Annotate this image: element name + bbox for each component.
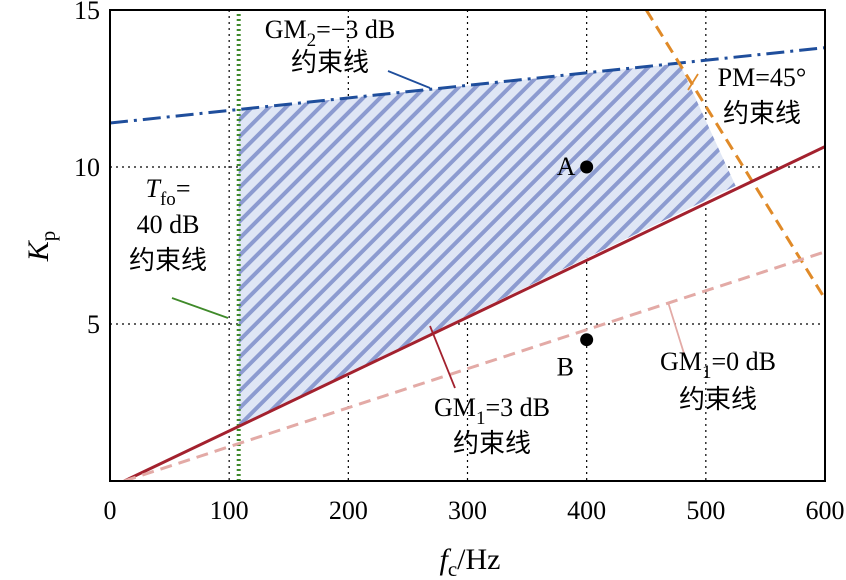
x-tick-label: 0 bbox=[104, 496, 117, 525]
leader-line bbox=[429, 325, 456, 389]
tfo-constraint-label: Tfo= 40 dB 约束线 bbox=[129, 174, 207, 275]
constraint-lines bbox=[110, 10, 825, 481]
y-tick-label: 15 bbox=[74, 0, 100, 25]
point-b bbox=[580, 333, 594, 347]
y-tick-label: 10 bbox=[74, 153, 100, 182]
gm1-0db-constraint-label: GM1=0 dB 约束线 bbox=[660, 347, 776, 414]
feasible-region-group bbox=[238, 63, 736, 427]
point-a-label: A bbox=[557, 152, 576, 181]
data-points: AB bbox=[557, 152, 594, 382]
x-axis-label-sub: c bbox=[448, 557, 457, 580]
y-axis-label: Kp bbox=[22, 231, 60, 263]
gm2-constraint-line bbox=[110, 46, 825, 125]
tick-labels: 0 100 200 300 400 500 600 5 10 15 bbox=[74, 0, 845, 525]
leader-lines bbox=[171, 70, 699, 389]
x-tick-label: 200 bbox=[329, 496, 368, 525]
gm1-3db-constraint-label: GM1=3 dB 约束线 bbox=[434, 393, 550, 458]
point-b-label: B bbox=[557, 353, 574, 382]
plot-frame bbox=[109, 9, 826, 482]
leader-line bbox=[387, 70, 431, 89]
y-axis-label-sub: p bbox=[36, 231, 60, 242]
x-axis-label-unit: /Hz bbox=[457, 543, 500, 576]
constraint-labels: GM2=−3 dB 约束线 PM=45°约束线 Tfo= 40 dB 约束线 GM1=3 d… bbox=[129, 15, 806, 458]
x-tick-label: 500 bbox=[686, 496, 725, 525]
leader-line bbox=[667, 301, 687, 361]
y-axis-label-main: K bbox=[22, 239, 55, 262]
x-tick-label: 600 bbox=[806, 496, 845, 525]
gm2-constraint-label: GM2=−3 dB 约束线 bbox=[265, 15, 396, 77]
gm1-0db-constraint-line bbox=[123, 250, 825, 481]
leader-line bbox=[171, 297, 229, 319]
pm45-constraint-label: PM=45°约束线 bbox=[718, 63, 807, 128]
y-tick-label: 5 bbox=[87, 310, 100, 339]
x-tick-label: 300 bbox=[448, 496, 487, 525]
feasible-region bbox=[238, 63, 736, 427]
x-tick-label: 400 bbox=[567, 496, 606, 525]
x-axis-label: fc/Hz bbox=[440, 543, 501, 580]
leader-line bbox=[687, 73, 699, 91]
point-a bbox=[580, 160, 594, 174]
x-tick-label: 100 bbox=[210, 496, 249, 525]
gm1-3db-constraint-line bbox=[123, 145, 825, 481]
